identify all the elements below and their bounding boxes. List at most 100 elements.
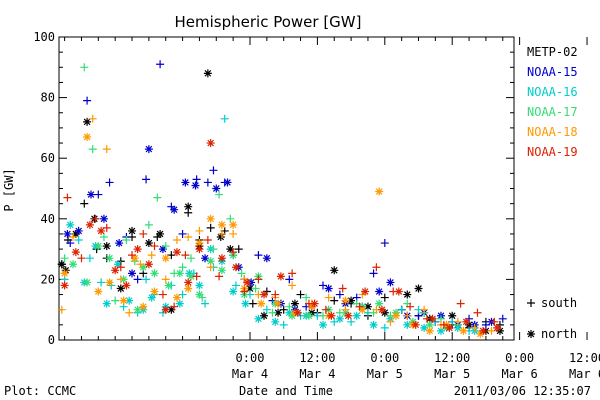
marker-legend-label: north [541,327,577,341]
point-south-noaa-19 [192,272,201,281]
y-tick-label: 60 [41,151,55,165]
point-south-noaa-18 [102,145,111,154]
point-north-noaa-16 [147,293,156,302]
point-south-metp-02 [80,199,89,208]
point-north-noaa-19 [144,260,153,269]
point-north-noaa-18 [341,296,350,305]
point-north-noaa-16 [285,308,294,317]
point-north-noaa-18 [459,326,468,335]
point-south-metp-02 [296,290,305,299]
point-north-noaa-15 [181,178,190,187]
point-south-metp-02 [234,245,243,254]
point-north-noaa-18 [105,278,114,287]
point-south-noaa-19 [406,302,415,311]
series-layer [57,60,507,338]
point-north-noaa-19 [462,317,471,326]
point-south-noaa-16 [262,305,271,314]
point-north-noaa-18 [206,214,215,223]
point-south-noaa-17 [268,308,277,317]
point-north-noaa-17 [175,269,184,278]
x-tick-label-date: Mar 6 [502,367,538,381]
point-south-noaa-15 [209,166,218,175]
point-south-noaa-17 [161,242,170,251]
point-north-metp-02 [363,302,372,311]
point-north-noaa-19 [97,226,106,235]
point-north-metp-02 [260,311,269,320]
point-south-noaa-18 [288,281,297,290]
point-south-noaa-18 [206,263,215,272]
point-north-noaa-18 [139,302,148,311]
point-north-noaa-19 [206,139,215,148]
point-south-metp-02 [279,305,288,314]
point-south-noaa-17 [237,269,246,278]
point-north-noaa-18 [150,287,159,296]
point-south-noaa-19 [158,290,167,299]
point-south-noaa-15 [285,275,294,284]
point-north-metp-02 [61,266,70,275]
point-north-noaa-19 [293,308,302,317]
point-south-metp-02 [330,296,339,305]
point-north-noaa-17 [195,290,204,299]
point-north-metp-02 [144,239,153,248]
x-tick-label-time: 0:00 [370,351,399,365]
point-south-noaa-19 [288,269,297,278]
point-north-noaa-19 [445,323,454,332]
point-south-noaa-15 [254,251,263,260]
point-south-noaa-19 [240,287,249,296]
point-south-noaa-17 [226,214,235,223]
point-north-noaa-18 [375,187,384,196]
point-south-noaa-19 [372,263,381,272]
point-south-noaa-16 [330,317,339,326]
series-noaa-18 [57,114,496,338]
y-tick-label: 80 [41,91,55,105]
point-north-noaa-16 [185,269,194,278]
point-south-noaa-18 [184,232,193,241]
y-axis-label: P [GW] [2,168,16,211]
point-south-noaa-19 [490,317,499,326]
marker-legend: south north [527,296,577,341]
marker-legend-label: south [541,296,577,310]
point-north-noaa-15 [115,239,124,248]
point-south-noaa-18 [341,305,350,314]
point-north-noaa-19 [133,245,142,254]
point-north-noaa-15 [212,184,221,193]
point-north-metp-02 [403,290,412,299]
point-south-noaa-19 [473,308,482,317]
point-south-noaa-15 [133,275,142,284]
point-north-metp-02 [203,69,212,78]
point-north-noaa-16 [195,281,204,290]
point-north-noaa-17 [83,278,92,287]
point-south-noaa-18 [453,317,462,326]
point-south-noaa-19 [203,236,212,245]
marker-legend-symbol [527,299,535,307]
point-south-noaa-15 [319,281,328,290]
point-north-noaa-15 [201,254,210,263]
point-north-noaa-16 [352,311,361,320]
point-north-noaa-15 [63,229,72,238]
point-north-metp-02 [57,260,66,269]
point-south-noaa-15 [83,96,92,105]
point-north-metp-02 [465,320,474,329]
point-north-noaa-19 [85,220,94,229]
point-south-noaa-16 [220,114,229,123]
point-north-noaa-17 [217,266,226,275]
point-south-noaa-19 [181,251,190,260]
series-metp-02 [57,69,504,335]
point-south-noaa-17 [251,284,260,293]
point-south-noaa-16 [85,254,94,263]
point-north-metp-02 [414,284,423,293]
point-north-noaa-18 [257,299,266,308]
point-south-noaa-19 [215,272,224,281]
point-south-metp-02 [380,293,389,302]
point-south-noaa-16 [74,236,83,245]
point-north-noaa-15 [375,287,384,296]
x-tick-label-time: 12:00 [569,351,600,365]
point-north-noaa-15 [223,178,232,187]
point-south-noaa-18 [147,251,156,260]
point-south-noaa-17 [60,254,69,263]
point-south-noaa-17 [153,193,162,202]
point-south-noaa-18 [116,275,125,284]
legend-entry-noaa-19: NOAA-19 [527,145,578,159]
point-south-noaa-16 [201,299,210,308]
